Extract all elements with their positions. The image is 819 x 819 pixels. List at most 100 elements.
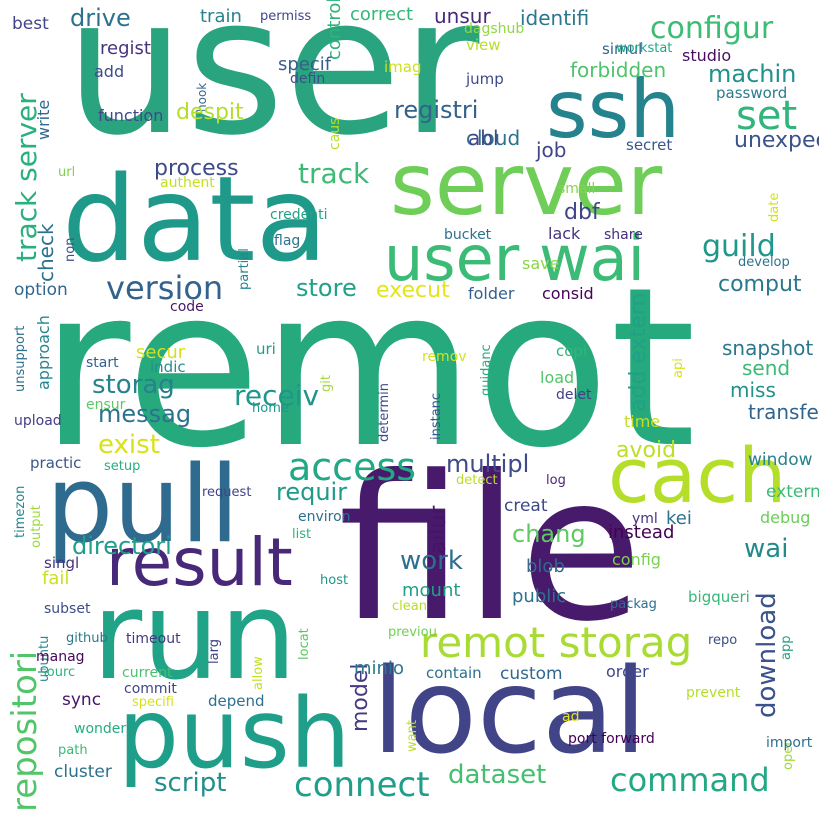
word: version (106, 269, 224, 307)
word: list (292, 527, 312, 542)
word: set (736, 93, 798, 139)
word: log (546, 473, 566, 488)
word: approach (34, 315, 53, 390)
word: commit (124, 681, 177, 697)
word: control (324, 0, 345, 60)
word: url (58, 165, 76, 180)
word: develop (738, 255, 790, 270)
word: simul (602, 40, 643, 58)
word: delet (556, 387, 592, 403)
word: user wai (384, 222, 645, 295)
word: dagshub (464, 21, 525, 37)
word: credenti (270, 207, 328, 223)
word: imag (384, 58, 422, 76)
word: request (202, 485, 252, 500)
word: app (779, 635, 794, 660)
word: consid (542, 284, 594, 303)
word: authent (160, 175, 215, 191)
word: flag (274, 233, 301, 249)
word: prevent (686, 685, 741, 701)
word: timezon (13, 485, 28, 538)
word: git (319, 375, 334, 392)
word: exist (98, 430, 160, 460)
word: caus (327, 117, 343, 150)
word: indic (150, 358, 186, 376)
word: check (34, 223, 58, 282)
word: window (748, 450, 813, 470)
word: abl (468, 126, 499, 150)
word: ad (562, 709, 580, 725)
word: user (65, 0, 480, 177)
word: bucket (444, 227, 492, 243)
word: unsur (434, 4, 491, 28)
word: secret (626, 136, 673, 154)
word: practic (30, 454, 82, 472)
word: share (604, 227, 643, 243)
word: dataset (448, 760, 547, 790)
word: depend (208, 692, 265, 710)
word: creat (504, 496, 548, 516)
word: directori (72, 532, 172, 560)
word: forbidden (570, 58, 667, 82)
word: specifi (132, 695, 174, 710)
word: save (522, 254, 560, 273)
word: allow (251, 656, 266, 690)
word: connect (294, 765, 430, 805)
word: environ (298, 509, 351, 525)
word: mount (402, 580, 461, 601)
word: file (338, 433, 643, 666)
word: output (29, 505, 44, 548)
word: process (154, 156, 239, 181)
word: best (12, 14, 49, 34)
word: github (66, 631, 108, 646)
word: ssh (546, 63, 681, 156)
word: wai (744, 534, 789, 564)
word: lack (548, 224, 581, 243)
word: public (512, 586, 567, 607)
word: add (94, 62, 125, 81)
word: instead (608, 522, 675, 543)
word: custom (500, 664, 563, 684)
word: data (62, 150, 328, 288)
word: clean (392, 599, 427, 614)
word: detect (456, 473, 498, 488)
word: permiss (260, 9, 312, 24)
word: machin (708, 60, 797, 88)
word: folder (468, 284, 515, 303)
word: drive (70, 4, 131, 32)
word: guidanc (479, 344, 494, 396)
word: current (122, 665, 173, 681)
word: sync (62, 690, 102, 710)
word: sourc (40, 665, 76, 680)
word: requir (276, 478, 348, 506)
word: pull (46, 443, 240, 566)
word: unexpect (734, 128, 819, 153)
word: chang (512, 520, 586, 548)
word: function (98, 106, 164, 125)
word: studio (682, 46, 732, 65)
word: want (405, 720, 420, 752)
word: cach (608, 431, 787, 520)
word: access (288, 445, 417, 489)
word: dbf (564, 200, 600, 225)
word: secur (136, 342, 186, 363)
word: path (58, 743, 88, 758)
word: identifi (520, 6, 590, 30)
word: upload (14, 413, 62, 429)
word: start (86, 355, 119, 371)
word: workstat (616, 41, 673, 56)
word: password (716, 84, 788, 102)
word: locat (297, 628, 312, 660)
word: regist (100, 38, 151, 59)
word: blob (526, 556, 565, 577)
word: kei (666, 508, 692, 529)
word: defin (290, 71, 326, 87)
word: instanc (429, 392, 444, 440)
word: repo (708, 633, 738, 648)
word: small (558, 181, 596, 197)
word: run (92, 565, 297, 707)
word: write (34, 99, 53, 140)
word: partial (237, 248, 252, 290)
word: storag (92, 370, 175, 400)
word: setup (104, 459, 141, 474)
